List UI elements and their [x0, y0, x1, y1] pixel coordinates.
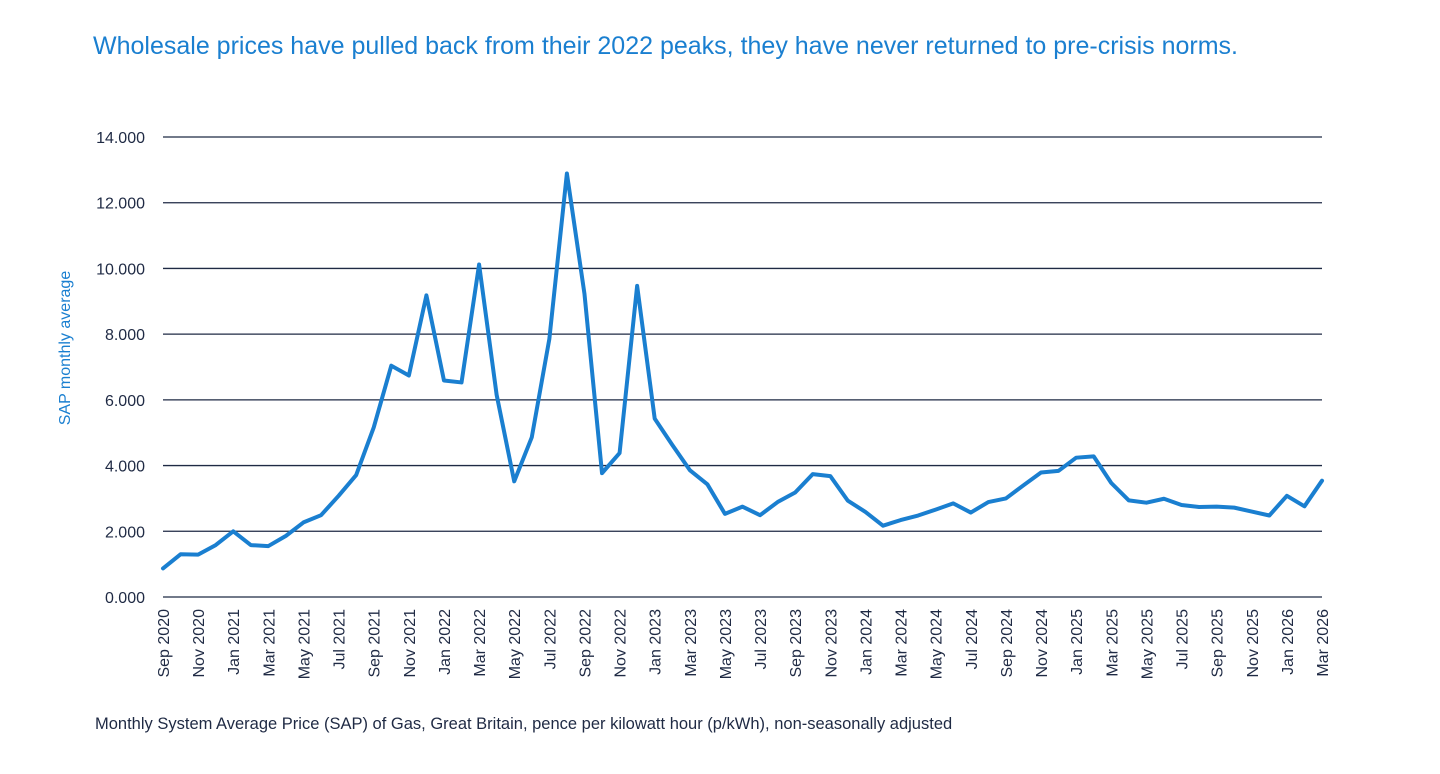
y-tick-label: 4.000: [105, 459, 145, 476]
y-tick-label: 14.000: [96, 130, 145, 147]
x-tick-label: Mar 2023: [683, 609, 700, 677]
y-tick-label: 6.000: [105, 393, 145, 410]
x-tick-label: Sep 2020: [156, 609, 173, 678]
x-tick-label: May 2025: [1139, 609, 1156, 679]
x-tick-label: Nov 2020: [191, 609, 208, 678]
x-tick-label: Jan 2025: [1069, 609, 1086, 675]
x-tick-label: Sep 2024: [999, 609, 1016, 678]
chart-title: Wholesale prices have pulled back from t…: [93, 32, 1239, 60]
x-tick-label: Sep 2022: [577, 609, 594, 678]
y-tick-label: 10.000: [96, 261, 145, 278]
x-tick-label: Jul 2022: [542, 609, 559, 670]
x-tick-label: Jul 2023: [753, 609, 770, 670]
x-tick-label: May 2024: [929, 609, 946, 679]
x-tick-label: Mar 2024: [894, 609, 911, 677]
x-tick-label: Jan 2021: [226, 609, 243, 675]
x-tick-label: May 2023: [718, 609, 735, 679]
x-tick-label: Mar 2022: [472, 609, 489, 677]
x-tick-label: Nov 2025: [1245, 609, 1262, 678]
y-axis-ticks: 0.000 2.000 4.000 6.000 8.000 10.000 12.000 14.…: [96, 130, 145, 607]
y-tick-label: 8.000: [105, 327, 145, 344]
x-tick-label: Jan 2022: [437, 609, 454, 675]
x-tick-label: Mar 2025: [1104, 609, 1121, 677]
x-tick-label: Sep 2025: [1210, 609, 1227, 678]
x-tick-label: Jul 2025: [1175, 609, 1192, 670]
x-tick-label: Jan 2023: [648, 609, 665, 675]
y-tick-label: 0.000: [105, 590, 145, 607]
series-layer: [161, 171, 1324, 571]
x-axis-ticks: Sep 2020 Nov 2020 Jan 2021 Mar 2021 May 2021…: [156, 609, 1332, 679]
x-tick-label: Sep 2021: [367, 609, 384, 678]
x-tick-label: Nov 2022: [613, 609, 630, 678]
x-tick-label: Nov 2021: [402, 609, 419, 678]
x-tick-label: Mar 2026: [1315, 609, 1332, 677]
x-tick-label: Nov 2024: [1034, 609, 1051, 678]
x-tick-label: May 2021: [296, 609, 313, 679]
x-tick-label: Jan 2024: [858, 609, 875, 675]
chart-caption: Monthly System Average Price (SAP) of Ga…: [95, 715, 953, 733]
y-tick-label: 2.000: [105, 524, 145, 541]
x-tick-label: Mar 2021: [261, 609, 278, 677]
x-tick-label: May 2022: [507, 609, 524, 679]
x-tick-label: Jul 2021: [332, 609, 349, 670]
series-line: [161, 171, 1324, 571]
x-tick-label: Jan 2026: [1280, 609, 1297, 675]
x-tick-label: Sep 2023: [788, 609, 805, 678]
x-tick-label: Jul 2024: [964, 609, 981, 670]
y-tick-label: 12.000: [96, 196, 145, 213]
gridlines: [163, 136, 1322, 598]
x-tick-label: Nov 2023: [823, 609, 840, 678]
